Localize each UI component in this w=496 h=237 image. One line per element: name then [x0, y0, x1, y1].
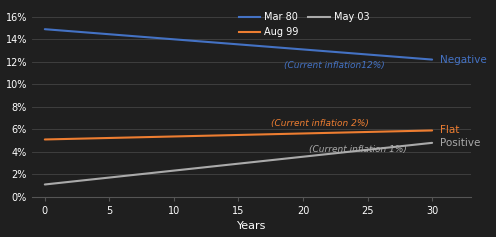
Text: Positive: Positive: [440, 138, 480, 148]
Legend: Mar 80, Aug 99, May 03: Mar 80, Aug 99, May 03: [235, 9, 373, 41]
Text: Negative: Negative: [440, 55, 487, 64]
Text: (Current inflation 1%): (Current inflation 1%): [310, 145, 407, 154]
Text: (Current inflation12%): (Current inflation12%): [284, 61, 384, 70]
Text: Flat: Flat: [440, 125, 459, 136]
X-axis label: Years: Years: [237, 221, 266, 232]
Text: (Current inflation 2%): (Current inflation 2%): [271, 119, 369, 128]
